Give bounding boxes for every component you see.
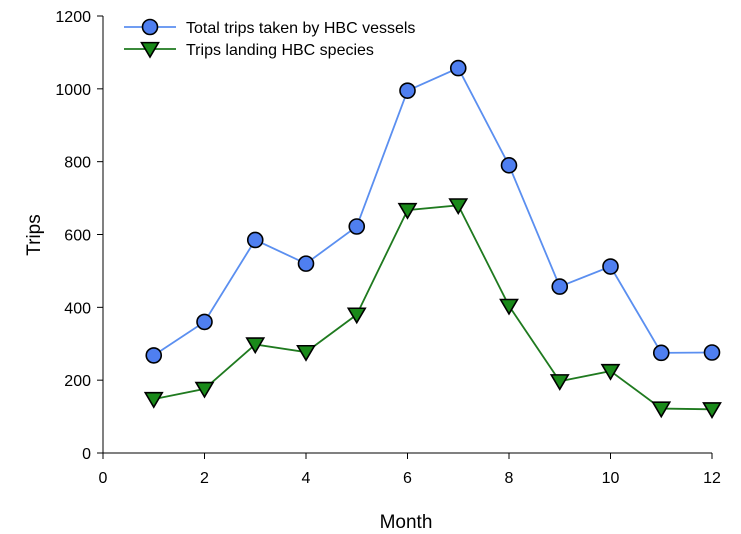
x-tick-label: 2	[200, 470, 209, 487]
legend-label: Total trips taken by HBC vessels	[186, 20, 415, 37]
series-1-line	[153, 66, 713, 357]
legend-item-2: Trips landing HBC species	[124, 41, 374, 59]
series-2-point	[448, 198, 469, 216]
x-tick-label: 6	[403, 470, 412, 487]
series-1-point	[297, 255, 315, 272]
series-2-point	[651, 401, 672, 419]
series-2-point	[600, 363, 621, 381]
series-2-line	[153, 204, 713, 411]
series-2-point	[346, 307, 367, 325]
series-layer	[143, 59, 722, 419]
series-1-point	[602, 258, 619, 275]
series-2-point	[499, 298, 519, 316]
y-tick-label: 200	[64, 373, 91, 390]
y-tick-label: 600	[64, 228, 91, 245]
series-1-point	[500, 157, 518, 174]
x-tick-label: 10	[602, 470, 620, 487]
series-2-point	[397, 202, 418, 220]
legend-label: Trips landing HBC species	[186, 42, 374, 59]
series-1-point	[348, 218, 366, 235]
legend-item-1: Total trips taken by HBC vessels	[124, 18, 415, 37]
series-2	[143, 198, 722, 419]
series-2-point	[143, 391, 164, 409]
y-tick-label: 400	[64, 300, 91, 317]
y-tick-label: 0	[82, 446, 91, 463]
series-1-point	[652, 344, 670, 362]
legend-marker	[141, 18, 159, 36]
x-tick-label: 0	[99, 470, 108, 487]
y-axis-title: Trips	[24, 214, 45, 256]
legend: Total trips taken by HBC vessels Trips la…	[124, 18, 415, 59]
x-tick-label: 4	[302, 470, 311, 487]
series-1-point	[196, 313, 213, 331]
y-tick-label: 1200	[55, 9, 91, 26]
series-1-point	[246, 231, 264, 249]
series-1-point	[703, 344, 721, 361]
series-2-point	[549, 374, 570, 391]
series-2-point	[194, 381, 215, 399]
series-1-point	[145, 347, 163, 364]
series-1-point	[399, 82, 416, 99]
series-2-point	[296, 344, 316, 362]
series-2-point	[702, 402, 722, 419]
legend-marker	[140, 41, 160, 59]
series-1-point	[449, 59, 467, 77]
axes: 0 200 400 600 800 1000 1200 0 2 4 6 8 10 12	[55, 9, 721, 487]
x-tick-label: 12	[703, 470, 721, 487]
series-1-point	[551, 278, 569, 295]
series-1	[145, 59, 721, 364]
series-2-point	[245, 337, 266, 355]
x-tick-label: 8	[505, 470, 514, 487]
x-axis-title: Month	[380, 512, 433, 533]
y-tick-label: 1000	[55, 82, 91, 99]
y-tick-label: 800	[64, 155, 91, 172]
